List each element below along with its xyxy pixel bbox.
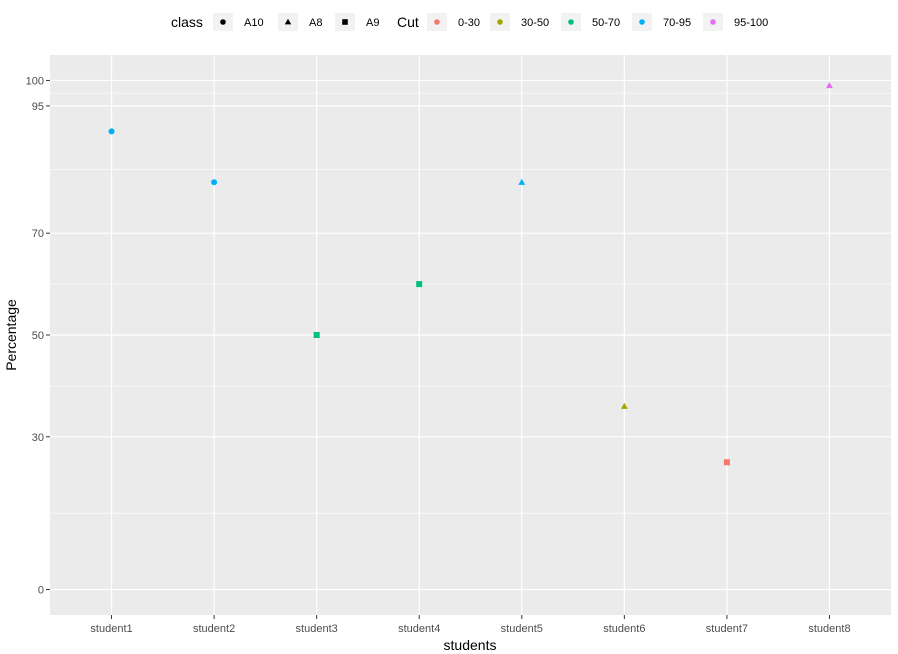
legend-label: 50-70 (592, 17, 620, 29)
legend-title-cut: Cut (397, 14, 419, 30)
data-point (826, 82, 833, 89)
legend-shape-a9 (342, 19, 348, 25)
legend-title-class: class (171, 14, 203, 30)
minor-grid (50, 92, 891, 514)
data-point (313, 332, 320, 338)
legend-label: A9 (366, 17, 379, 29)
legend-shape-a8 (284, 18, 292, 25)
x-tick-label: student8 (808, 623, 850, 635)
x-tick-label: student7 (706, 623, 748, 635)
legend-label: 95-100 (734, 17, 768, 29)
legend-color-swatch (497, 19, 503, 25)
legend-shape-a10 (220, 19, 226, 25)
data-point (108, 128, 115, 135)
y-tick-label: 95 (32, 101, 44, 113)
legend-label: A10 (244, 17, 264, 29)
legend-label: 70-95 (663, 17, 691, 29)
data-point (723, 459, 730, 466)
y-tick-label: 50 (32, 330, 44, 342)
data-point (620, 402, 628, 409)
data-point (416, 281, 423, 288)
y-axis-title: Percentage (3, 299, 19, 371)
x-axis: student1 student2 student3 student4 student5… (90, 615, 851, 635)
y-tick-label: 70 (32, 228, 44, 240)
x-axis-title: students (444, 637, 497, 653)
y-tick-label: 30 (32, 432, 44, 444)
data-points (108, 82, 833, 466)
y-axis: 0 30 50 70 95 100 (26, 75, 50, 597)
y-tick-label: 0 (38, 585, 44, 597)
legend: class A10 A8 A9 Cut 0-30 30-50 50-70 70-95 95-100 (171, 13, 768, 31)
y-tick-label: 100 (26, 75, 44, 87)
x-tick-label: student4 (398, 623, 440, 635)
x-tick-label: student5 (501, 623, 543, 635)
data-point (518, 178, 526, 185)
x-tick-label: student6 (603, 623, 645, 635)
legend-label: 30-50 (521, 17, 549, 29)
legend-color-swatch (568, 19, 574, 25)
legend-label: A8 (309, 17, 322, 29)
legend-label: 0-30 (458, 17, 480, 29)
legend-color-swatch (434, 19, 440, 25)
data-point (211, 179, 218, 186)
legend-color-swatch (639, 19, 645, 25)
x-tick-label: student3 (296, 623, 338, 635)
x-tick-label: student2 (193, 623, 235, 635)
legend-color-swatch (710, 19, 716, 25)
x-tick-label: student1 (90, 623, 132, 635)
